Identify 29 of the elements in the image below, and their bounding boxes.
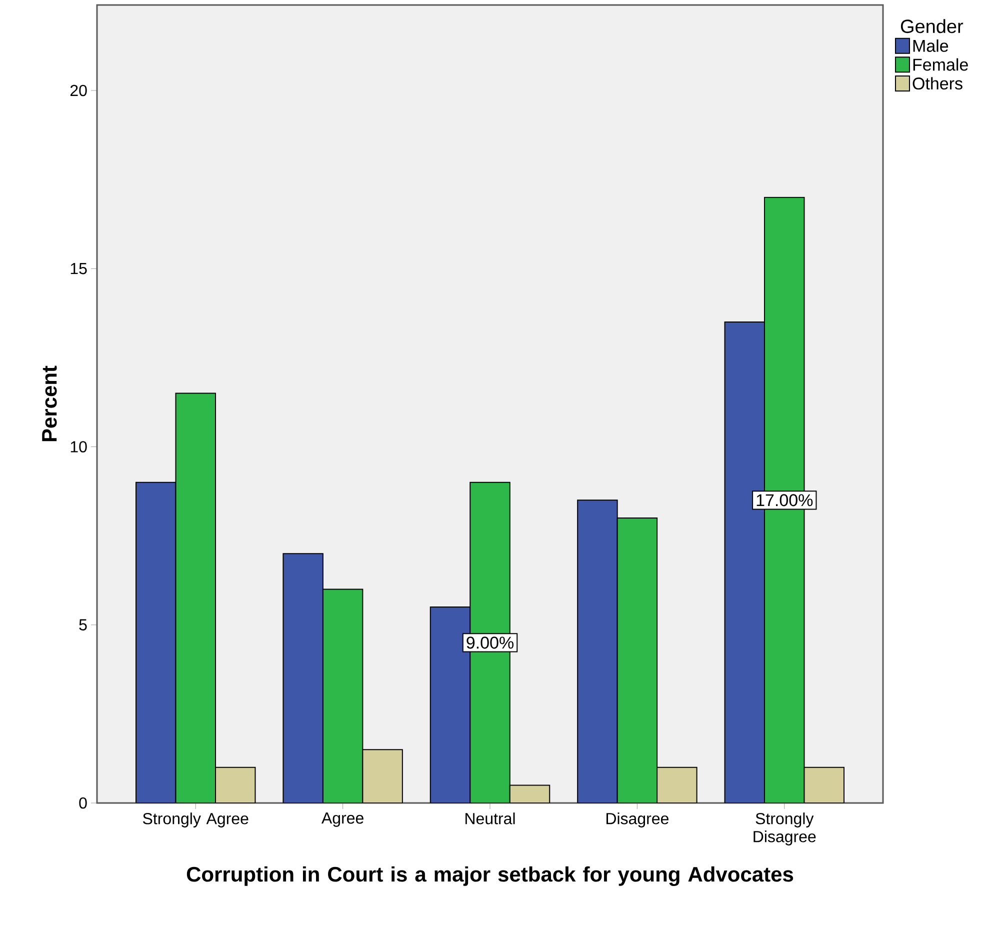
bar [804, 766, 844, 803]
bar [322, 589, 363, 803]
bar [176, 393, 216, 803]
legend-label: Male [913, 39, 948, 52]
y-tick-label: 15 [70, 263, 87, 274]
legend-label: Female [913, 58, 968, 71]
bar [283, 554, 323, 803]
legend-title: Gender [900, 19, 964, 34]
y-tick-label: 0 [79, 797, 87, 809]
y-tick-label: 10 [70, 441, 87, 452]
bar [617, 518, 658, 803]
x-tick-label: Disagree [606, 812, 668, 828]
bar [510, 785, 550, 803]
bar [136, 482, 176, 803]
x-tick-label: Strongly Disagree [754, 812, 816, 846]
bar [362, 750, 402, 803]
legend-label: Others [912, 77, 962, 90]
data-label: 17.00% [756, 494, 813, 506]
y-tick-label: 5 [79, 619, 87, 630]
y-axis-title: Percent [42, 366, 57, 442]
x-axis-title: Corruption in Court is a major setback for young Advocates [186, 866, 794, 886]
x-tick-label: Strongly Agree [142, 812, 248, 828]
x-tick-label: Neutral [466, 812, 515, 824]
data-label: 9.00% [466, 636, 514, 649]
bar [578, 500, 618, 803]
x-tick-label: Agree [321, 812, 364, 827]
y-tick-label: 20 [70, 84, 87, 96]
bar [215, 767, 256, 803]
bar [657, 767, 697, 803]
